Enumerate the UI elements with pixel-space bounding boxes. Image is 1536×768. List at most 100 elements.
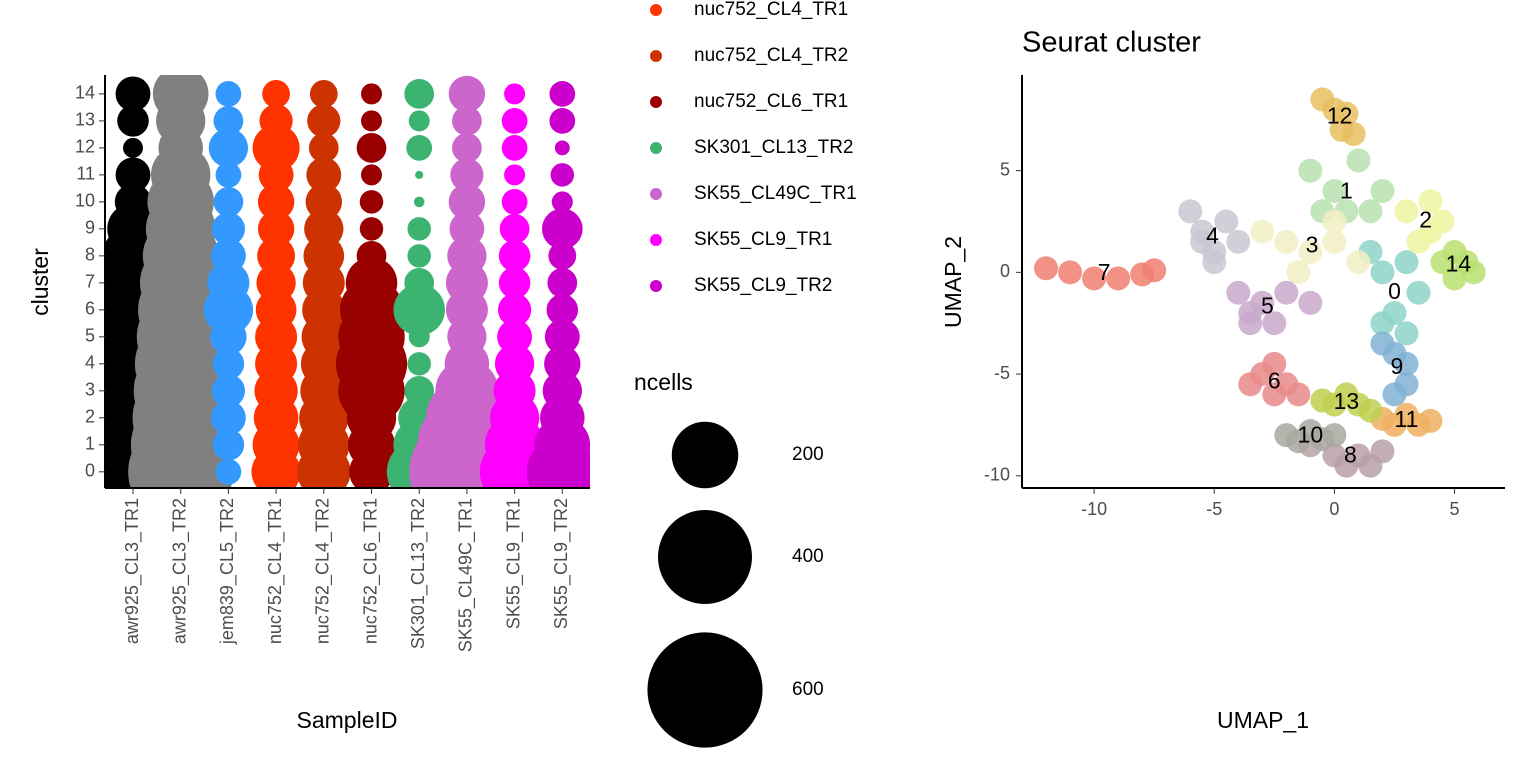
umap-point	[1298, 240, 1323, 264]
bubble	[210, 400, 246, 436]
umap-point	[1322, 209, 1347, 234]
bubble	[407, 244, 431, 268]
cluster-label: 11	[1395, 406, 1419, 432]
umap-point	[1442, 266, 1467, 291]
bubble	[307, 104, 341, 138]
legend-label: nuc752_CL6_TR1	[694, 91, 848, 112]
x-tick-label: SK301_CL13_TR2	[408, 498, 429, 649]
cluster-label: 12	[1327, 102, 1353, 128]
bubble	[114, 183, 152, 221]
umap-point	[1106, 266, 1131, 291]
y-tick-label: 1	[85, 434, 95, 454]
bubble	[501, 135, 528, 161]
umap-point	[1274, 229, 1299, 254]
bubble	[345, 257, 398, 309]
x-tick-label: -10	[1081, 499, 1107, 519]
size-legend-title: ncells	[634, 369, 693, 395]
bubble	[215, 81, 242, 107]
bubble	[404, 267, 435, 298]
bubble	[212, 348, 245, 380]
umap-point	[1274, 280, 1299, 305]
y-tick-label: 9	[85, 218, 95, 238]
y-tick-label: -10	[984, 465, 1010, 485]
bubble	[547, 267, 578, 298]
umap-point	[1370, 260, 1395, 285]
umap-point	[1250, 219, 1275, 244]
y-tick-label: 0	[1000, 261, 1010, 281]
legend-dot	[650, 4, 662, 16]
size-legend-circle	[647, 632, 763, 748]
bubble	[259, 104, 293, 138]
umap-point	[1286, 382, 1311, 407]
bubble	[413, 196, 425, 208]
x-tick-label: nuc752_CL6_TR1	[360, 498, 381, 644]
cluster-label: 6	[1268, 368, 1281, 394]
bubble	[308, 133, 339, 163]
legend-label: SK55_CL49C_TR1	[694, 183, 857, 204]
x-tick-label: 0	[1329, 499, 1339, 519]
umap-point	[1082, 266, 1107, 291]
bubble	[211, 374, 246, 408]
y-tick-label: 14	[75, 83, 95, 103]
cluster-label: 3	[1306, 231, 1319, 257]
umap-point	[1238, 311, 1263, 336]
bubble	[448, 75, 486, 113]
x-tick-label: 5	[1450, 499, 1460, 519]
bubble	[309, 79, 338, 108]
bubble	[494, 344, 535, 384]
umap-point	[1394, 199, 1419, 224]
legend-label: nuc752_CL4_TR1	[694, 0, 848, 20]
bubble	[542, 371, 582, 411]
bubble	[208, 128, 249, 168]
umap-point	[1262, 351, 1287, 376]
umap-point	[1034, 256, 1059, 281]
umap-point	[1394, 321, 1419, 346]
cluster-label: 1	[1340, 177, 1353, 203]
size-legend-circle	[658, 510, 752, 604]
bubble	[447, 236, 487, 276]
cluster-label: 10	[1298, 421, 1324, 447]
size-legend-circle	[671, 421, 739, 489]
bubble	[212, 429, 245, 461]
umap-point	[1202, 250, 1227, 275]
bubble	[407, 352, 431, 376]
bubble	[252, 124, 300, 172]
legend-dot	[650, 234, 662, 246]
x-axis-title: SampleID	[297, 707, 398, 733]
bubble	[257, 210, 295, 248]
y-tick-label: 4	[85, 353, 95, 373]
bubble	[406, 135, 433, 161]
bubble	[544, 345, 581, 383]
umap-point	[1262, 382, 1287, 407]
bubble	[304, 209, 344, 249]
umap-point	[1322, 178, 1347, 203]
bubble	[497, 293, 532, 327]
bubble	[544, 319, 580, 355]
cluster-label: 4	[1206, 223, 1219, 249]
umap-point	[1461, 260, 1486, 285]
bubble	[306, 157, 342, 193]
y-tick-label: -5	[994, 363, 1010, 383]
umap-point	[1142, 258, 1167, 283]
bubble	[452, 106, 482, 136]
umap-point	[1370, 439, 1395, 464]
bubble	[207, 261, 250, 304]
bubble	[117, 105, 149, 137]
umap-point	[1226, 229, 1251, 254]
umap-x-title: UMAP_1	[1217, 707, 1309, 733]
bubble	[448, 183, 486, 221]
y-axis-title: cluster	[27, 248, 53, 316]
y-tick-label: 11	[76, 164, 95, 184]
bubble	[393, 284, 445, 336]
size-legend-label: 200	[792, 444, 824, 465]
umap-point	[1346, 148, 1371, 173]
y-tick-label: 13	[75, 110, 95, 130]
umap-point	[1358, 398, 1383, 423]
umap-title: Seurat cluster	[1022, 27, 1201, 59]
bubble	[360, 164, 383, 186]
x-tick-label: SK55_CL9_TR1	[503, 498, 524, 629]
dot-plot-area	[106, 75, 590, 488]
umap-point	[1286, 260, 1311, 285]
umap-point	[1298, 158, 1323, 183]
umap-point	[1346, 250, 1371, 275]
